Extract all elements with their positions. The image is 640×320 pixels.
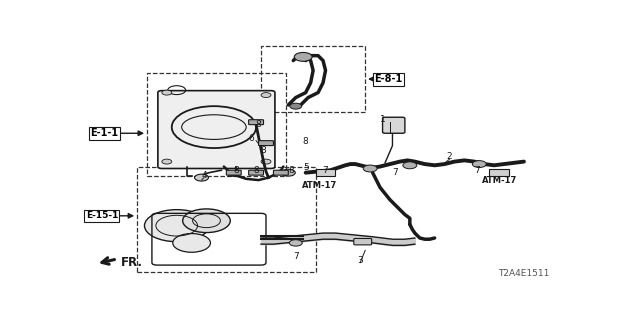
Circle shape xyxy=(403,162,417,169)
Circle shape xyxy=(182,209,230,233)
Text: 5: 5 xyxy=(303,163,308,172)
FancyBboxPatch shape xyxy=(158,91,275,169)
Text: 8: 8 xyxy=(253,166,259,175)
Text: ATM-17: ATM-17 xyxy=(302,180,337,189)
FancyBboxPatch shape xyxy=(316,169,335,176)
Text: 6: 6 xyxy=(248,134,254,143)
FancyBboxPatch shape xyxy=(227,170,241,175)
Circle shape xyxy=(290,103,301,109)
Text: 7: 7 xyxy=(392,168,398,177)
Circle shape xyxy=(289,240,302,246)
Text: 2: 2 xyxy=(447,152,452,161)
Text: E-8-1: E-8-1 xyxy=(374,74,403,84)
Circle shape xyxy=(162,90,172,95)
FancyBboxPatch shape xyxy=(273,170,289,175)
Text: ATM-17: ATM-17 xyxy=(481,176,516,185)
Bar xyxy=(147,73,286,176)
FancyBboxPatch shape xyxy=(248,170,264,175)
Text: 7: 7 xyxy=(474,166,479,175)
Text: 3: 3 xyxy=(357,256,363,265)
Text: E-15-1: E-15-1 xyxy=(86,211,118,220)
Text: FR.: FR. xyxy=(121,256,143,268)
Text: 8: 8 xyxy=(234,166,239,175)
Bar xyxy=(261,46,365,112)
Text: 8: 8 xyxy=(256,120,261,129)
FancyBboxPatch shape xyxy=(259,141,273,146)
FancyBboxPatch shape xyxy=(354,238,372,245)
Circle shape xyxy=(173,234,211,252)
Text: 8: 8 xyxy=(260,146,266,155)
FancyBboxPatch shape xyxy=(489,169,509,176)
Circle shape xyxy=(145,210,209,242)
Text: 1: 1 xyxy=(380,115,385,124)
FancyBboxPatch shape xyxy=(248,120,264,124)
Circle shape xyxy=(261,159,271,164)
Circle shape xyxy=(195,174,209,181)
Text: 4: 4 xyxy=(201,171,207,180)
Circle shape xyxy=(162,159,172,164)
Circle shape xyxy=(364,165,377,172)
Circle shape xyxy=(282,169,295,176)
Text: 8: 8 xyxy=(288,166,294,175)
Bar xyxy=(137,166,316,272)
Text: 8: 8 xyxy=(303,137,308,146)
Text: 7: 7 xyxy=(293,252,299,261)
Text: 7: 7 xyxy=(323,166,328,175)
Circle shape xyxy=(472,161,486,167)
Circle shape xyxy=(261,92,271,98)
Text: T2A4E1511: T2A4E1511 xyxy=(498,269,550,278)
Text: E-1-1: E-1-1 xyxy=(90,128,118,138)
FancyBboxPatch shape xyxy=(383,117,405,133)
Circle shape xyxy=(294,52,312,61)
